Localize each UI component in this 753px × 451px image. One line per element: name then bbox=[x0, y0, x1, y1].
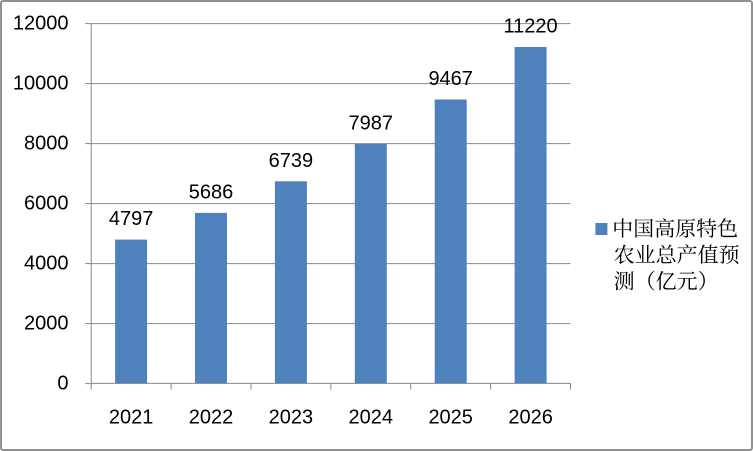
svg-text:6000: 6000 bbox=[24, 193, 69, 215]
svg-text:10000: 10000 bbox=[13, 73, 69, 95]
svg-text:11220: 11220 bbox=[504, 16, 558, 38]
svg-text:2000: 2000 bbox=[24, 313, 69, 335]
svg-text:4000: 4000 bbox=[24, 253, 69, 275]
svg-text:12000: 12000 bbox=[13, 13, 69, 35]
svg-text:2021: 2021 bbox=[109, 406, 154, 428]
svg-text:0: 0 bbox=[57, 373, 68, 395]
svg-text:9467: 9467 bbox=[428, 68, 473, 90]
svg-text:4797: 4797 bbox=[109, 208, 154, 230]
svg-text:2023: 2023 bbox=[269, 406, 314, 428]
svg-text:6739: 6739 bbox=[269, 150, 314, 172]
svg-text:7987: 7987 bbox=[349, 112, 394, 134]
svg-text:2025: 2025 bbox=[428, 406, 473, 428]
svg-text:2022: 2022 bbox=[189, 406, 234, 428]
svg-text:2026: 2026 bbox=[508, 406, 553, 428]
svg-text:5686: 5686 bbox=[189, 181, 234, 203]
svg-text:8000: 8000 bbox=[24, 133, 69, 155]
svg-text:2024: 2024 bbox=[349, 406, 394, 428]
